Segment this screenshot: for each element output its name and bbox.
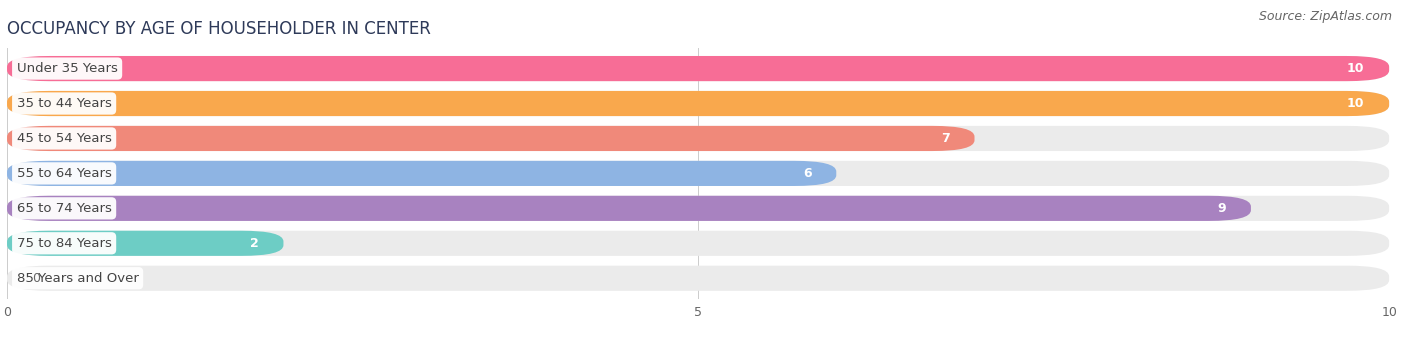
- FancyBboxPatch shape: [7, 91, 1389, 116]
- Text: 2: 2: [250, 237, 259, 250]
- FancyBboxPatch shape: [7, 161, 1389, 186]
- FancyBboxPatch shape: [7, 56, 1389, 81]
- FancyBboxPatch shape: [7, 231, 284, 256]
- Text: Source: ZipAtlas.com: Source: ZipAtlas.com: [1258, 10, 1392, 23]
- Text: 75 to 84 Years: 75 to 84 Years: [17, 237, 111, 250]
- FancyBboxPatch shape: [7, 91, 1389, 116]
- FancyBboxPatch shape: [7, 161, 837, 186]
- FancyBboxPatch shape: [7, 126, 974, 151]
- Text: 0: 0: [32, 272, 39, 285]
- FancyBboxPatch shape: [7, 126, 1389, 151]
- Text: 10: 10: [1347, 62, 1364, 75]
- FancyBboxPatch shape: [7, 266, 1389, 291]
- Text: 6: 6: [803, 167, 811, 180]
- Text: 85 Years and Over: 85 Years and Over: [17, 272, 139, 285]
- FancyBboxPatch shape: [7, 196, 1251, 221]
- Text: 65 to 74 Years: 65 to 74 Years: [17, 202, 111, 215]
- Text: 7: 7: [941, 132, 949, 145]
- Text: 35 to 44 Years: 35 to 44 Years: [17, 97, 111, 110]
- FancyBboxPatch shape: [7, 56, 1389, 81]
- Text: 10: 10: [1347, 97, 1364, 110]
- FancyBboxPatch shape: [7, 196, 1389, 221]
- Text: 45 to 54 Years: 45 to 54 Years: [17, 132, 111, 145]
- Text: 9: 9: [1218, 202, 1226, 215]
- FancyBboxPatch shape: [7, 231, 1389, 256]
- Text: Under 35 Years: Under 35 Years: [17, 62, 118, 75]
- Text: OCCUPANCY BY AGE OF HOUSEHOLDER IN CENTER: OCCUPANCY BY AGE OF HOUSEHOLDER IN CENTE…: [7, 20, 430, 38]
- Text: 55 to 64 Years: 55 to 64 Years: [17, 167, 111, 180]
